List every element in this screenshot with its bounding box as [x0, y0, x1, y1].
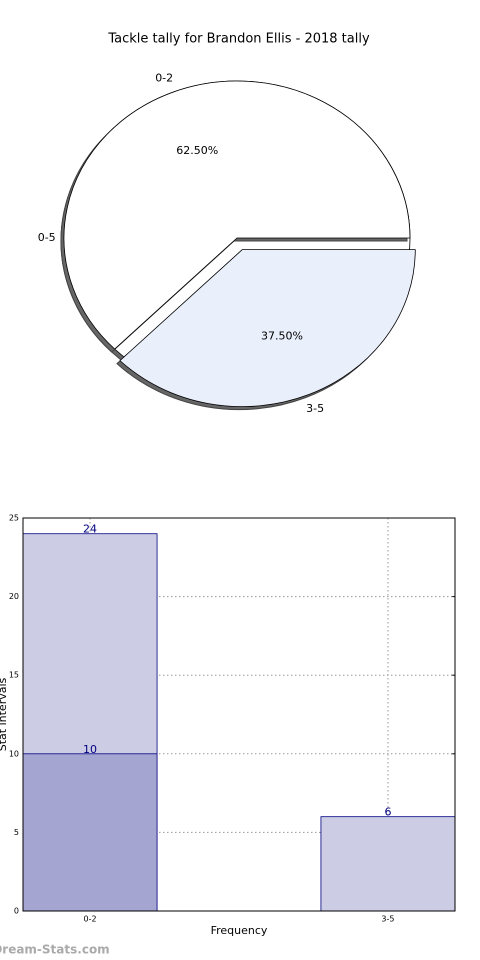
x-axis-label: Frequency [211, 924, 268, 937]
slice-label: 3-5 [306, 402, 324, 415]
watermark: Dream-Stats.com [0, 943, 110, 957]
slice-label: 0-5 [38, 231, 56, 244]
wedge [119, 249, 416, 407]
bar [320, 816, 456, 912]
wedge [63, 80, 411, 350]
x-tick-label: 3-5 [381, 915, 394, 924]
y-tick-label: 10 [9, 749, 19, 758]
y-axis-label: Stat intervals [0, 677, 9, 751]
value-label: 62.50% [176, 144, 218, 157]
y-tick-label: 15 [9, 671, 19, 680]
y-tick-label: 20 [9, 592, 19, 601]
x-tick-label: 0-2 [83, 915, 96, 924]
data-label: 10 [83, 743, 97, 756]
y-tick-label: 5 [14, 828, 19, 837]
y-tick-label: 25 [9, 514, 19, 523]
data-label: 24 [83, 523, 97, 536]
slice-label: 0-2 [155, 71, 173, 84]
value-label: 37.50% [261, 330, 303, 343]
y-tick-label: 0 [14, 907, 19, 916]
bar [22, 753, 158, 912]
plot-frame [22, 517, 456, 912]
data-label: 6 [384, 806, 391, 819]
chart-title: Tackle tally for Brandon Ellis - 2018 ta… [107, 32, 370, 47]
wedge-group [63, 80, 416, 407]
